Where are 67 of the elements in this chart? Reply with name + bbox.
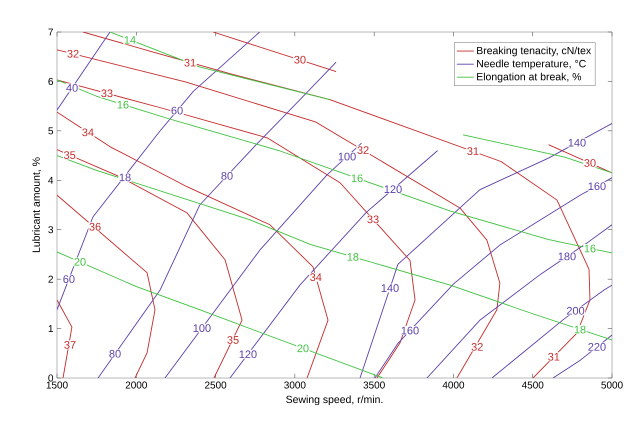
annotation: 32 xyxy=(67,50,79,58)
x-axis-title: Sewing speed, r/min. xyxy=(286,395,382,406)
y-tick-label: 5 xyxy=(48,127,54,134)
legend-label: Breaking tenacity, cN/tex xyxy=(477,46,592,56)
annotation: 20 xyxy=(297,344,309,352)
annotation: 100 xyxy=(338,152,356,160)
line-series xyxy=(57,32,260,310)
annotation: 32 xyxy=(357,146,369,154)
annotation: 160 xyxy=(402,326,419,334)
x-tick-label: 5000 xyxy=(601,382,623,389)
y-tick-label: 6 xyxy=(48,78,54,85)
y-tick-label: 0 xyxy=(48,374,54,382)
annotation: 30 xyxy=(294,56,306,64)
annotation: 30 xyxy=(584,159,596,167)
y-axis-title: Lubricant amount, % xyxy=(32,157,42,252)
y-tick-label: 1 xyxy=(48,325,53,332)
x-tick-label: 4000 xyxy=(442,382,464,389)
annotation: 16 xyxy=(352,174,363,182)
annotation: 200 xyxy=(566,306,584,315)
line-series xyxy=(57,194,156,378)
line-series xyxy=(57,252,384,378)
line-series xyxy=(492,284,612,378)
x-tick-label: 2500 xyxy=(204,382,226,389)
annotation: 36 xyxy=(89,222,101,231)
annotation: 20 xyxy=(74,258,86,266)
annotation: 120 xyxy=(384,185,402,194)
y-tick-label: 7 xyxy=(48,28,53,36)
annotation: 120 xyxy=(240,350,257,358)
annotation: 33 xyxy=(367,215,379,224)
annotation: 220 xyxy=(588,342,606,351)
annotation: 14 xyxy=(124,36,136,44)
x-tick-label: 3000 xyxy=(284,382,306,389)
x-tick-label: 3500 xyxy=(363,382,385,389)
annotation: 18 xyxy=(348,253,359,261)
annotation: 34 xyxy=(82,128,94,136)
annotation: 18 xyxy=(574,326,586,334)
annotation: 180 xyxy=(558,252,576,260)
y-tick-label: 2 xyxy=(48,276,53,283)
annotation: 160 xyxy=(588,182,606,190)
x-tick-label: 1500 xyxy=(46,382,68,389)
annotation: 40 xyxy=(66,84,78,92)
x-tick-label: 4500 xyxy=(522,382,544,389)
annotation: 37 xyxy=(64,341,76,349)
annotation: 32 xyxy=(472,342,483,351)
annotation: 140 xyxy=(382,284,399,292)
annotation: 31 xyxy=(548,352,560,361)
annotation: 140 xyxy=(568,138,586,147)
annotation: 100 xyxy=(194,324,211,332)
annotation: 80 xyxy=(109,350,121,358)
annotation: 35 xyxy=(227,336,239,344)
annotation: 35 xyxy=(64,151,76,159)
x-tick-label: 2000 xyxy=(126,382,147,389)
annotation: 60 xyxy=(172,106,183,114)
annotation: 16 xyxy=(118,100,129,109)
legend-label: Elongation at break, % xyxy=(477,72,582,82)
annotation: 33 xyxy=(101,89,113,98)
y-tick-label: 4 xyxy=(48,176,54,184)
annotation: 34 xyxy=(310,273,322,282)
annotation: 18 xyxy=(120,173,131,182)
line-series xyxy=(426,224,612,378)
annotation: 31 xyxy=(184,58,196,67)
annotation: 80 xyxy=(221,172,233,180)
legend-label: Needle temperature, °C xyxy=(477,60,586,70)
annotation: 60 xyxy=(63,275,75,284)
y-tick-label: 3 xyxy=(48,226,54,234)
annotation: 31 xyxy=(467,147,478,156)
annotation: 16 xyxy=(584,244,596,252)
